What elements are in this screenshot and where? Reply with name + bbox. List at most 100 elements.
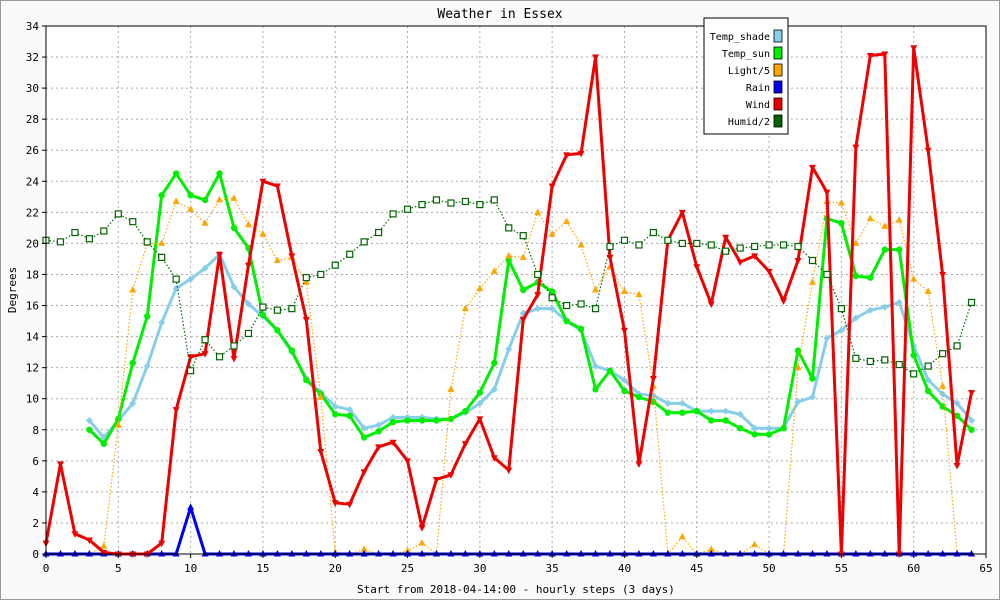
data-point <box>346 406 354 414</box>
data-point <box>461 441 469 448</box>
data-point <box>693 264 701 271</box>
data-point <box>519 317 527 324</box>
x-tick-label: 60 <box>907 562 920 575</box>
data-point <box>794 550 802 557</box>
data-point <box>924 147 932 155</box>
data-point <box>953 550 961 557</box>
x-tick-label: 25 <box>401 562 414 575</box>
data-point <box>606 242 614 251</box>
data-point <box>490 550 498 557</box>
data-point <box>418 525 426 532</box>
data-point <box>418 539 426 546</box>
data-point <box>244 220 252 228</box>
data-point <box>85 550 93 557</box>
data-point <box>592 54 600 62</box>
data-point <box>548 230 556 237</box>
data-point <box>56 550 64 557</box>
data-point <box>317 550 325 557</box>
data-point <box>418 200 426 209</box>
data-point <box>86 426 93 433</box>
x-tick-label: 20 <box>329 562 342 575</box>
data-point <box>635 241 643 249</box>
data-point <box>780 550 788 557</box>
data-point <box>447 550 455 557</box>
data-point <box>216 170 223 177</box>
data-point <box>519 253 527 260</box>
x-tick-label: 55 <box>835 562 848 575</box>
data-point <box>968 426 975 433</box>
data-point <box>967 298 976 307</box>
data-point <box>158 550 166 557</box>
data-point <box>418 417 426 424</box>
y-tick-label: 12 <box>26 362 39 375</box>
data-point <box>418 550 426 557</box>
data-point <box>664 550 672 557</box>
data-point <box>404 458 412 465</box>
data-point <box>591 305 600 313</box>
data-point <box>953 412 961 419</box>
data-point <box>187 503 195 510</box>
data-point <box>273 550 281 557</box>
data-point <box>317 270 325 279</box>
data-point <box>129 218 137 226</box>
y-tick-label: 6 <box>32 455 39 468</box>
data-point <box>852 272 860 280</box>
data-point <box>158 192 165 199</box>
data-point <box>302 278 310 285</box>
data-point <box>432 196 441 204</box>
data-point <box>910 370 918 378</box>
data-point <box>403 205 412 213</box>
data-point <box>462 407 469 415</box>
data-point <box>534 292 542 299</box>
data-point <box>461 304 469 312</box>
data-point <box>924 387 932 395</box>
data-point <box>230 224 238 232</box>
data-point <box>722 234 730 242</box>
data-point <box>679 409 686 416</box>
data-point <box>490 267 498 274</box>
data-point <box>216 195 224 203</box>
y-tick-label: 0 <box>32 548 39 561</box>
data-point <box>187 205 195 212</box>
data-point <box>129 551 137 558</box>
data-point <box>866 306 874 314</box>
data-point <box>302 273 310 282</box>
data-point <box>274 327 281 334</box>
data-point <box>375 444 383 451</box>
data-point <box>577 240 585 248</box>
data-point <box>823 189 831 197</box>
y-tick-label: 8 <box>32 424 39 437</box>
data-point <box>939 382 947 389</box>
data-point <box>85 416 93 424</box>
data-point <box>765 550 773 557</box>
data-point <box>303 376 310 384</box>
data-point <box>534 208 542 215</box>
data-point <box>389 210 397 218</box>
data-point <box>187 192 194 199</box>
data-point <box>259 303 267 311</box>
data-point <box>432 550 440 557</box>
data-point <box>288 550 296 557</box>
data-point <box>649 376 657 383</box>
data-point <box>389 418 397 426</box>
data-point <box>823 550 831 557</box>
data-point <box>852 354 860 362</box>
x-tick-label: 35 <box>546 562 559 575</box>
data-point <box>606 367 614 374</box>
data-point <box>563 152 571 159</box>
data-point <box>548 294 556 302</box>
data-point <box>548 550 556 557</box>
data-point <box>519 550 527 557</box>
data-point <box>664 409 672 416</box>
data-point <box>751 253 759 260</box>
x-tick-label: 40 <box>618 562 631 575</box>
data-point <box>548 305 556 313</box>
data-point <box>707 545 715 552</box>
data-point <box>317 393 325 400</box>
y-tick-label: 26 <box>26 144 39 157</box>
data-point <box>216 251 224 259</box>
data-point <box>592 286 600 293</box>
data-point <box>606 550 614 557</box>
data-point <box>490 196 498 204</box>
data-point <box>259 550 267 557</box>
